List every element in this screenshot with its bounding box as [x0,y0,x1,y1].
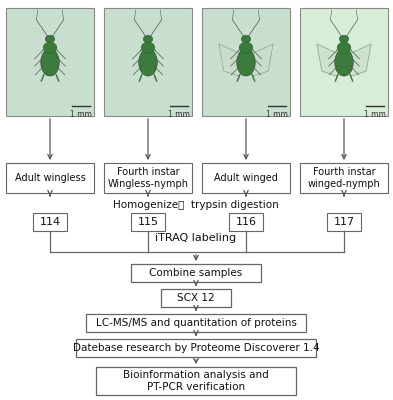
Ellipse shape [239,42,253,53]
Text: Fourth instar
Wingless-nymph: Fourth instar Wingless-nymph [108,167,189,189]
Bar [6,163,94,193]
Polygon shape [219,44,246,76]
Text: 1 mm: 1 mm [364,110,386,119]
Text: Combine samples: Combine samples [149,268,242,278]
Text: Adult wingless: Adult wingless [15,173,85,183]
Polygon shape [344,51,361,69]
Ellipse shape [339,35,349,43]
Text: 116: 116 [235,217,257,227]
Bar [300,8,388,116]
Bar [104,163,192,193]
Polygon shape [317,44,344,76]
Bar [202,163,290,193]
Polygon shape [229,51,246,69]
Text: 115: 115 [138,217,158,227]
Text: Homogenize，  trypsin digestion: Homogenize， trypsin digestion [113,200,279,210]
Bar [229,213,263,231]
Bar [104,8,192,116]
Ellipse shape [335,49,353,76]
Polygon shape [246,44,273,76]
Ellipse shape [45,35,55,43]
Text: SCX 12: SCX 12 [177,293,215,303]
Ellipse shape [337,42,351,53]
Bar [131,213,165,231]
Bar [76,339,316,357]
Text: 114: 114 [39,217,61,227]
Ellipse shape [41,49,59,76]
Ellipse shape [241,35,251,43]
Bar [96,367,296,395]
Text: Datebase research by Proteome Discoverer 1.4: Datebase research by Proteome Discoverer… [73,343,320,353]
Bar [86,314,306,332]
Polygon shape [327,51,344,69]
Text: Fourth instar
winged-nymph: Fourth instar winged-nymph [308,167,380,189]
Text: iTRAQ labeling: iTRAQ labeling [156,233,237,243]
Polygon shape [246,51,263,69]
Bar [6,8,94,116]
Polygon shape [344,44,371,76]
Ellipse shape [139,49,157,76]
Text: 1 mm: 1 mm [266,110,288,119]
Bar [327,213,361,231]
Bar [161,289,231,307]
Bar [33,213,67,231]
Text: Adult winged: Adult winged [214,173,278,183]
Bar [202,8,290,116]
Bar [300,163,388,193]
Text: LC-MS/MS and quantitation of proteins: LC-MS/MS and quantitation of proteins [95,318,296,328]
Bar [131,264,261,282]
Ellipse shape [237,49,255,76]
Text: 117: 117 [333,217,354,227]
Text: Bioinformation analysis and
PT-PCR verification: Bioinformation analysis and PT-PCR verif… [123,370,269,392]
Text: 1 mm: 1 mm [70,110,92,119]
Ellipse shape [43,42,57,53]
Ellipse shape [141,42,155,53]
Text: 1 mm: 1 mm [168,110,190,119]
Ellipse shape [143,35,153,43]
